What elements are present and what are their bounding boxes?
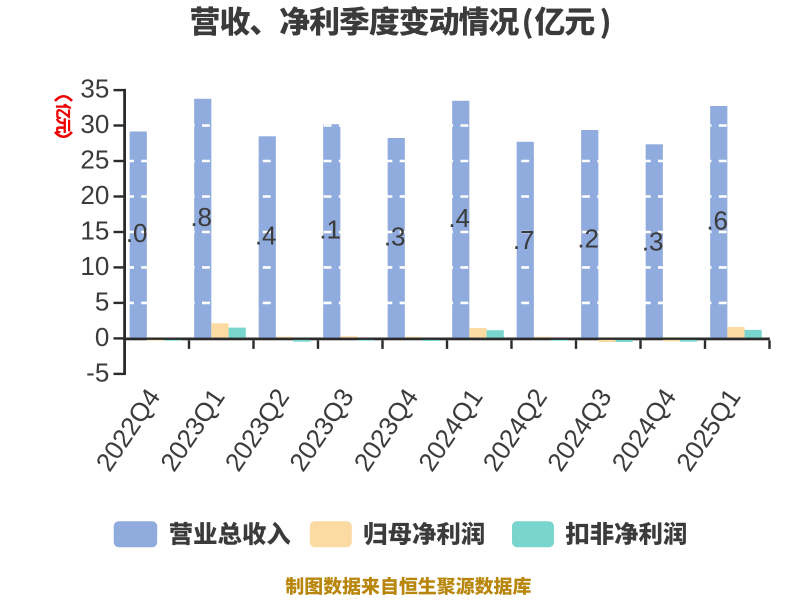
svg-text:2023Q1: 2023Q1	[154, 383, 231, 476]
svg-text:.8: .8	[190, 202, 212, 232]
svg-text:2024Q4: 2024Q4	[605, 383, 682, 476]
svg-text:.7: .7	[513, 225, 535, 255]
svg-text:.4: .4	[255, 221, 277, 251]
svg-text:2023Q3: 2023Q3	[283, 383, 360, 476]
svg-text:.3: .3	[384, 221, 406, 251]
svg-text:30: 30	[80, 109, 109, 139]
svg-text:2023Q4: 2023Q4	[348, 383, 425, 476]
svg-text:.4: .4	[448, 203, 470, 233]
svg-text:0: 0	[95, 322, 109, 352]
svg-text:2023Q2: 2023Q2	[219, 383, 296, 476]
svg-text:35: 35	[80, 74, 109, 104]
svg-text:2024Q2: 2024Q2	[476, 383, 553, 476]
svg-text:-5: -5	[86, 358, 109, 388]
svg-text:5: 5	[95, 287, 109, 317]
svg-text:.3: .3	[642, 227, 664, 257]
svg-text:2024Q1: 2024Q1	[412, 383, 489, 476]
svg-text:20: 20	[80, 180, 109, 210]
svg-text:2022Q4: 2022Q4	[90, 383, 167, 476]
svg-text:2025Q1: 2025Q1	[670, 383, 747, 476]
svg-text:15: 15	[80, 216, 109, 246]
svg-text:25: 25	[80, 145, 109, 175]
svg-text:.0: .0	[126, 218, 148, 248]
svg-text:.2: .2	[577, 223, 599, 253]
svg-text:2024Q3: 2024Q3	[541, 383, 618, 476]
svg-text:.6: .6	[706, 205, 728, 235]
svg-text:.1: .1	[319, 214, 341, 244]
svg-text:10: 10	[80, 251, 109, 281]
